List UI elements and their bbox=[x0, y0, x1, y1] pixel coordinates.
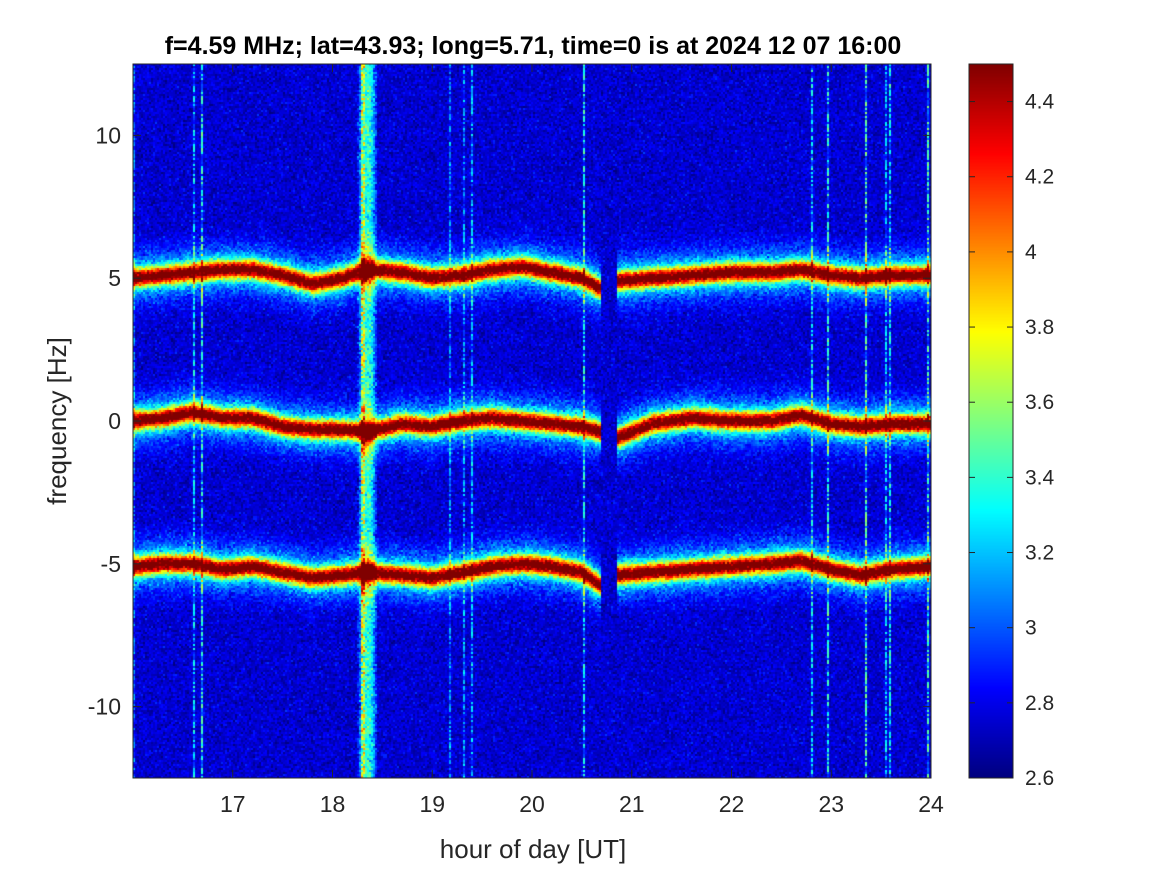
colorbar-frame bbox=[968, 63, 1014, 779]
colorbar-tick-label: 4.4 bbox=[1025, 91, 1055, 114]
colorbar-tick-label: 3 bbox=[1025, 617, 1037, 640]
colorbar-tick-label: 4.2 bbox=[1025, 166, 1054, 189]
x-tick-label: 18 bbox=[320, 791, 346, 817]
x-tick-label: 20 bbox=[519, 791, 545, 817]
y-tick-label: -5 bbox=[101, 551, 121, 577]
x-tick-label: 17 bbox=[220, 791, 246, 817]
y-tick-label: -10 bbox=[88, 694, 121, 720]
colorbar-gradient bbox=[969, 64, 1013, 778]
y-axis: 10 5 0 -5 -10 bbox=[88, 122, 931, 720]
x-tick-label: 23 bbox=[818, 791, 844, 817]
colorbar-tick-label: 2.6 bbox=[1025, 767, 1054, 790]
colorbar-tick-label: 4 bbox=[1025, 241, 1037, 264]
colorbar-tick-label: 3.8 bbox=[1025, 316, 1054, 339]
colorbar-tick-label: 3.2 bbox=[1025, 542, 1054, 565]
colorbar-tick-label: 3.4 bbox=[1025, 466, 1055, 489]
x-axis-label: hour of day [UT] bbox=[440, 834, 626, 864]
colorbar-tick-label: 3.6 bbox=[1025, 391, 1054, 414]
y-tick-label: 0 bbox=[108, 408, 121, 434]
y-axis-label: frequency [Hz] bbox=[42, 337, 72, 505]
x-tick-label: 19 bbox=[419, 791, 445, 817]
y-tick-label: 5 bbox=[108, 265, 121, 291]
plot-area bbox=[132, 63, 932, 779]
x-tick-label: 22 bbox=[719, 791, 745, 817]
colorbar-ticks: 4.4 4.2 4 3.8 3.6 3.4 3.2 3 2.8 2.6 bbox=[969, 91, 1055, 790]
x-tick-label: 21 bbox=[619, 791, 645, 817]
spectrogram-heatmap bbox=[133, 64, 931, 778]
chart-title: f=4.59 MHz; lat=43.93; long=5.71, time=0… bbox=[165, 32, 902, 60]
colorbar: 4.4 4.2 4 3.8 3.6 3.4 3.2 3 2.8 2.6 bbox=[968, 63, 1055, 790]
x-tick-label: 24 bbox=[918, 791, 944, 817]
x-axis: 17 18 19 20 21 22 23 24 bbox=[220, 64, 944, 817]
y-tick-label: 10 bbox=[95, 122, 121, 148]
colorbar-tick-label: 2.8 bbox=[1025, 692, 1054, 715]
